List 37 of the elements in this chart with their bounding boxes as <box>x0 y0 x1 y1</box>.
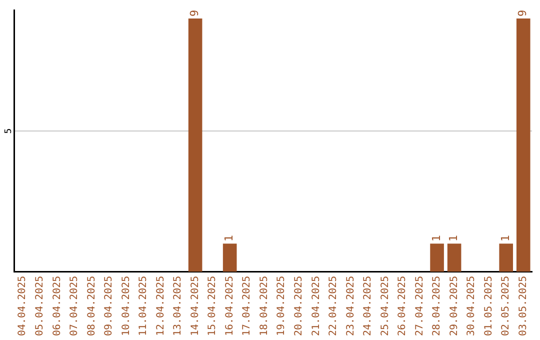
data-label: 1 <box>222 235 236 242</box>
x-tick-label: 16.04.2025 <box>224 276 236 336</box>
x-tick-label: 05.04.2025 <box>34 276 46 336</box>
x-tick-label: 25.04.2025 <box>380 276 391 336</box>
x-tick-label: 26.04.2025 <box>397 276 408 336</box>
x-tick-label: 14.04.2025 <box>190 276 201 336</box>
data-label: 9 <box>188 10 202 16</box>
x-tick-label: 24.04.2025 <box>362 276 374 336</box>
x-tick-label: 27.04.2025 <box>414 276 426 336</box>
x-tick-label: 02.05.2025 <box>500 276 512 336</box>
y-tick-label: 5 <box>4 128 14 134</box>
x-tick-label: 20.04.2025 <box>293 276 304 336</box>
data-label: 1 <box>498 235 512 242</box>
x-tick-label: 19.04.2025 <box>276 276 288 336</box>
x-tick-label: 28.04.2025 <box>432 276 443 336</box>
x-tick-label: 06.04.2025 <box>52 276 63 336</box>
x-tick-label: 11.04.2025 <box>138 276 150 336</box>
x-tick-label: 13.04.2025 <box>172 276 184 336</box>
x-tick-label: 03.05.2025 <box>518 276 529 336</box>
x-tick-label: 10.04.2025 <box>120 276 132 336</box>
x-tick-label: 08.04.2025 <box>86 276 98 336</box>
x-tick-label: 12.04.2025 <box>155 276 166 336</box>
x-tick-label: 15.04.2025 <box>207 276 218 336</box>
data-label: 9 <box>516 10 530 16</box>
x-tick-label: 21.04.2025 <box>310 276 322 336</box>
data-label: 1 <box>447 235 460 242</box>
x-tick-label: 04.04.2025 <box>17 276 28 336</box>
x-tick-label: 01.05.2025 <box>483 276 494 336</box>
x-tick-label: 09.04.2025 <box>104 276 115 336</box>
data-label: 1 <box>430 235 443 242</box>
x-tick-label: 18.04.2025 <box>258 276 270 336</box>
x-tick-label: 23.04.2025 <box>345 276 356 336</box>
x-tick-label: 17.04.2025 <box>242 276 253 336</box>
x-tick-label: 22.04.2025 <box>328 276 340 336</box>
x-tick-label: 07.04.2025 <box>69 276 80 336</box>
x-tick-label: 29.04.2025 <box>448 276 460 336</box>
x-tick-label: 30.04.2025 <box>466 276 478 336</box>
